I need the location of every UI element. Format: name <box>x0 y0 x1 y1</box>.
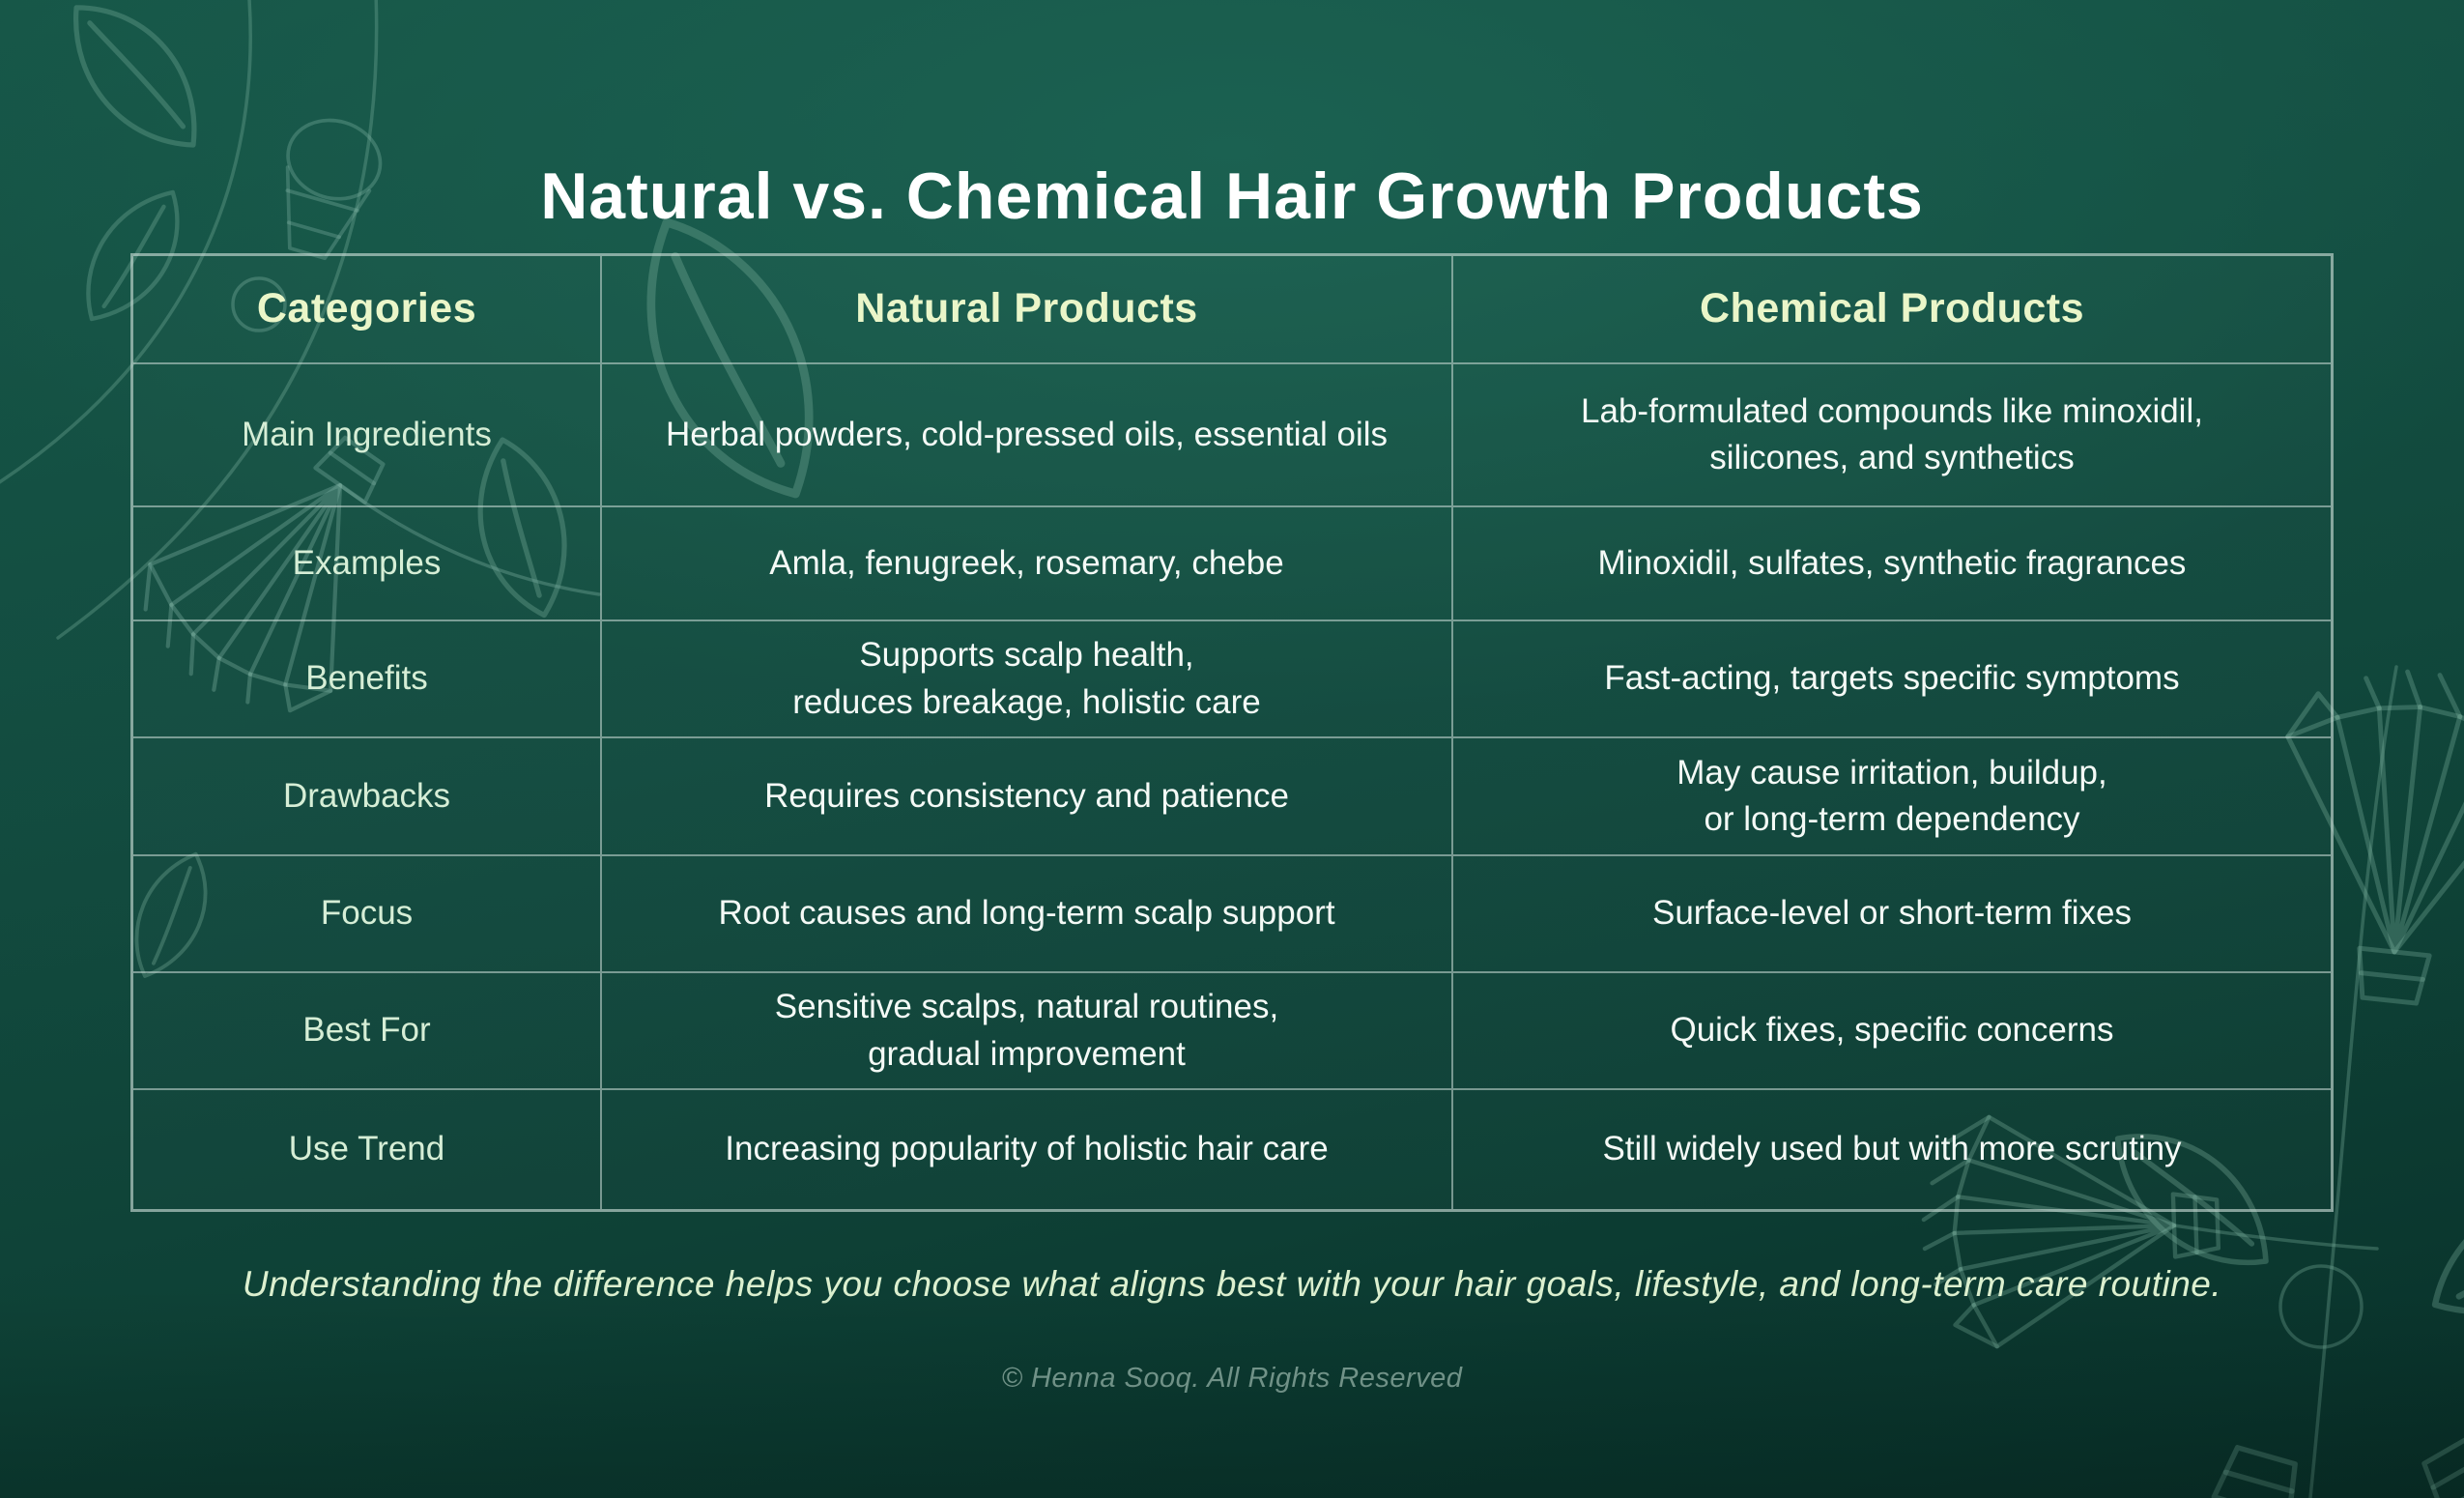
header-cell-categories: Categories <box>133 256 602 364</box>
cell-main-ingredients-natural: Herbal powders, cold-pressed oils, essen… <box>602 364 1453 507</box>
cell-examples-chemical: Minoxidil, sulfates, synthetic fragrance… <box>1453 507 2331 621</box>
row-best-for-label: Best For <box>133 973 602 1090</box>
cell-use-trend-natural: Increasing popularity of holistic hair c… <box>602 1090 1453 1209</box>
row-benefits-label: Benefits <box>133 621 602 738</box>
cell-examples-natural: Amla, fenugreek, rosemary, chebe <box>602 507 1453 621</box>
cell-focus-chemical: Surface-level or short-term fixes <box>1453 856 2331 973</box>
cell-drawbacks-chemical: May cause irritation, buildup, or long-t… <box>1453 738 2331 856</box>
row-main-ingredients-label: Main Ingredients <box>133 364 602 507</box>
row-focus-label: Focus <box>133 856 602 973</box>
cell-use-trend-chemical: Still widely used but with more scrutiny <box>1602 1130 2182 1168</box>
cell-benefits-natural: Supports scalp health, reduces breakage,… <box>602 621 1453 738</box>
cell-focus-natural: Root causes and long-term scalp support <box>602 856 1453 973</box>
cell-drawbacks-natural: Requires consistency and patience <box>602 738 1453 856</box>
header-cell-chemical-products: Chemical Products <box>1453 256 2331 364</box>
cell-best-for-chemical: Quick fixes, specific concerns <box>1453 973 2331 1090</box>
cell-best-for-natural: Sensitive scalps, natural routines, grad… <box>602 973 1453 1090</box>
header-cell-natural-products: Natural Products <box>602 256 1453 364</box>
row-use-trend-label: Use Trend <box>133 1090 602 1209</box>
row-examples-label: Examples <box>133 507 602 621</box>
cell-main-ingredients-chemical: Lab-formulated compounds like minoxidil,… <box>1453 364 2331 507</box>
page-title: Natural vs. Chemical Hair Growth Product… <box>540 158 1924 233</box>
cell-benefits-chemical: Fast-acting, targets specific symptoms <box>1453 621 2331 738</box>
row-drawbacks-label: Drawbacks <box>133 738 602 856</box>
footnote-text: Understanding the difference helps you c… <box>242 1264 2222 1304</box>
comparison-table: Categories Natural Products Chemical Pro… <box>130 253 2334 1212</box>
copyright-text: © Henna Sooq. All Rights Reserved <box>1001 1363 1463 1394</box>
